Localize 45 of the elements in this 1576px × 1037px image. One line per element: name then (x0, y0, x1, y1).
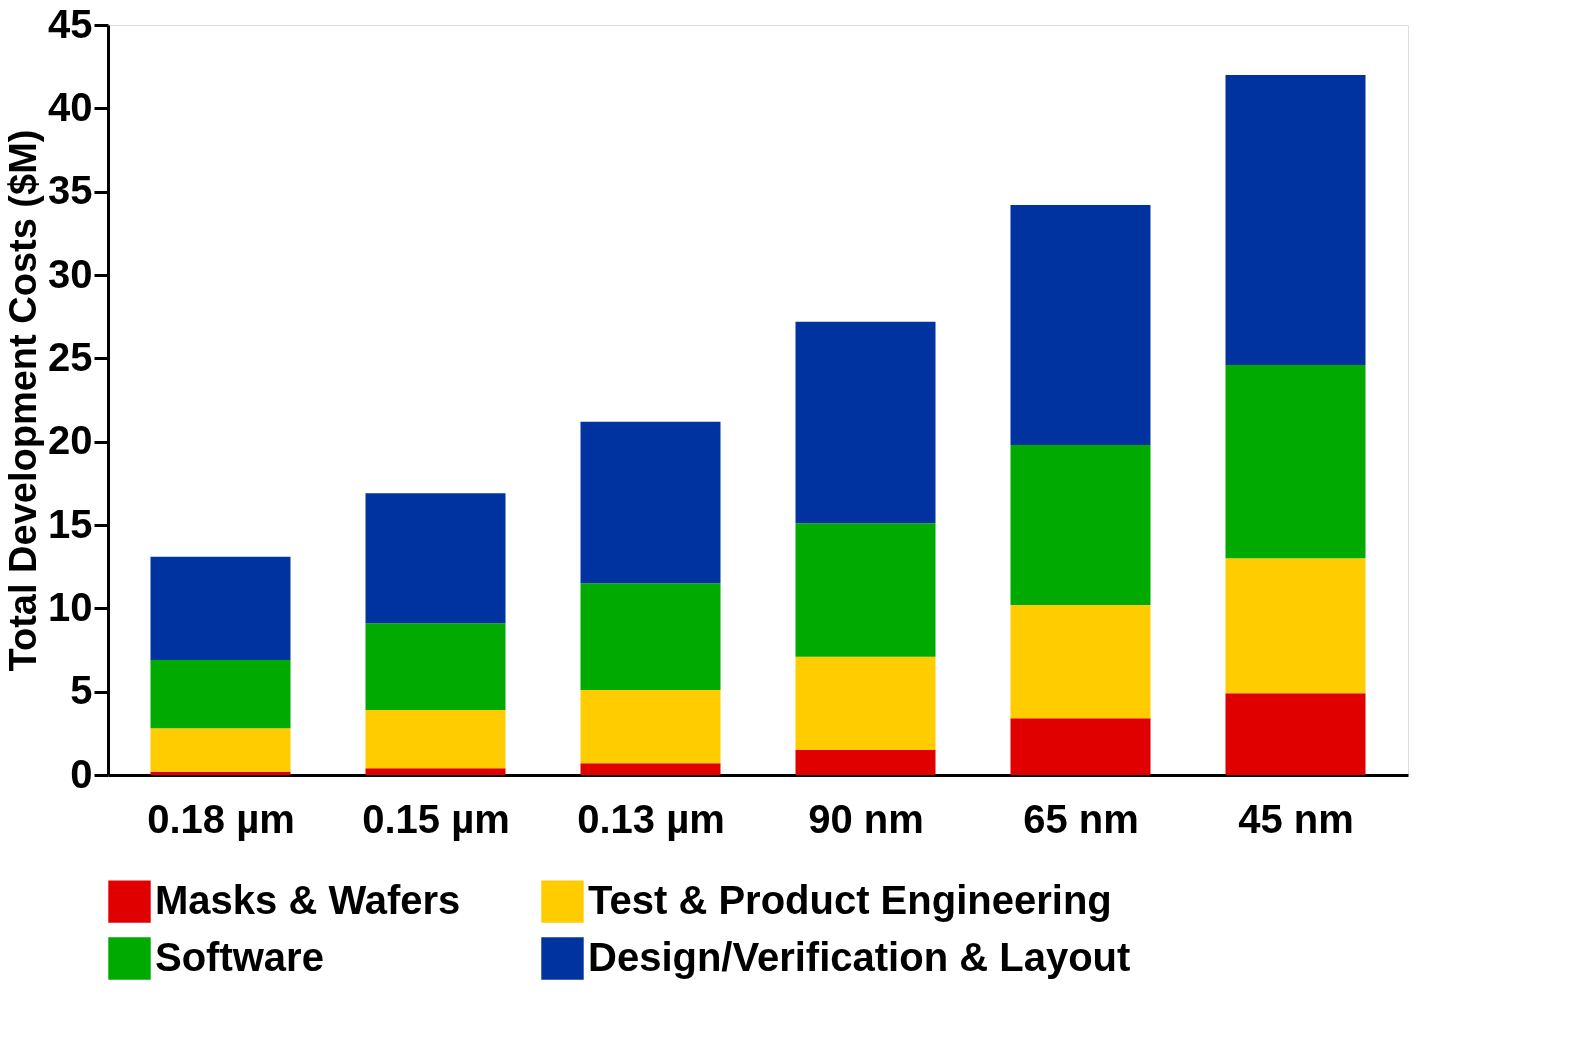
bar (365, 493, 506, 624)
x-tick-label: 0.18 µm (147, 796, 295, 841)
y-axis-title: Total Development Costs ($M) (2, 129, 45, 672)
bar (795, 321, 936, 524)
bar (1010, 205, 1151, 445)
bar (580, 763, 721, 775)
x-tick-label: 0.15 µm (362, 796, 510, 841)
bar (150, 771, 291, 775)
bar (1010, 605, 1151, 719)
bar (795, 523, 936, 657)
bar (580, 421, 721, 584)
legend-label: Masks & Wafers (155, 877, 461, 922)
legend-label: Software (155, 934, 324, 979)
bar (365, 623, 506, 710)
bar (795, 656, 936, 750)
x-tick-label: 45 nm (1238, 796, 1354, 841)
y-tick-label: 15 (48, 501, 93, 546)
bar (1010, 718, 1151, 775)
y-tick-label: 10 (48, 584, 93, 629)
y-tick-label: 40 (48, 84, 93, 129)
bar (580, 690, 721, 764)
y-tick-label: 5 (70, 668, 93, 713)
bar (150, 556, 291, 660)
y-tick-label: 20 (48, 418, 93, 463)
bar (1225, 365, 1366, 559)
legend-label: Test & Product Engineering (588, 877, 1112, 922)
bar (150, 728, 291, 772)
bar (1225, 75, 1366, 365)
bar (1010, 445, 1151, 605)
bar (795, 750, 936, 775)
bar (1225, 558, 1366, 694)
y-tick-label: 0 (70, 751, 93, 796)
y-tick-label: 35 (48, 168, 93, 213)
bar (365, 710, 506, 769)
x-tick-label: 65 nm (1023, 796, 1139, 841)
x-tick-label: 90 nm (808, 796, 924, 841)
bar (1225, 693, 1366, 775)
bar (580, 583, 721, 690)
x-tick-label: 0.13 µm (577, 796, 725, 841)
y-tick-label: 30 (48, 251, 93, 296)
y-tick-label: 25 (48, 334, 93, 379)
legend-label: Design/Verification & Layout (588, 934, 1131, 979)
bar (365, 768, 506, 775)
bar (150, 660, 291, 729)
y-tick-label: 45 (48, 1, 93, 46)
